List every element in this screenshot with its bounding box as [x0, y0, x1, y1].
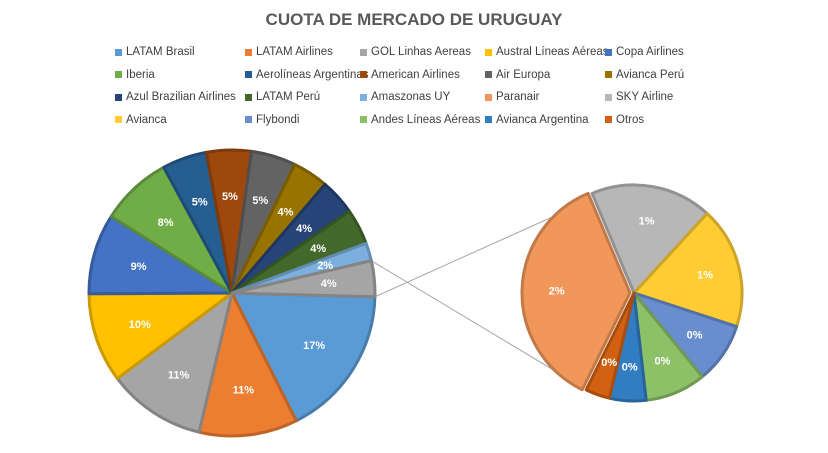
- main-pie-label-azul-brazilian-airlines: 4%: [296, 223, 312, 235]
- legend-label: Paranair: [496, 91, 540, 103]
- secondary-pie-label-flybondi: 0%: [687, 330, 703, 342]
- main-pie-slice-gol-linhas-aereas: [115, 291, 234, 434]
- legend-item-copa-airlines: Copa Airlines: [605, 44, 684, 60]
- legend-label: Avianca: [126, 113, 167, 126]
- legend-swatch: [360, 48, 367, 56]
- legend-swatch: [485, 93, 492, 101]
- legend-item-gol-linhas-aereas: GOL Linhas Aereas: [360, 44, 471, 60]
- legend-swatch: [605, 93, 612, 101]
- legend-item-sky-airline: SKY Airline: [605, 89, 673, 105]
- legend-swatch: [605, 71, 612, 78]
- main-pie-slice-latam-airlines: [197, 291, 298, 438]
- main-pie-label-copa-airlines: 9%: [131, 261, 147, 273]
- main-pie-label-iberia: 8%: [158, 217, 174, 229]
- main-pie-slice-other-secondary-pie: [230, 259, 377, 299]
- legend-item-otros: Otros: [605, 112, 644, 128]
- legend-swatch: [245, 93, 252, 101]
- legend-label: Austral Líneas Aéreas: [496, 46, 609, 58]
- legend-swatch: [115, 71, 122, 78]
- secondary-pie-slice-sky-airline: [590, 183, 709, 295]
- legend-swatch: [485, 116, 492, 123]
- main-pie-label-avianca-peru: 4%: [277, 207, 293, 219]
- legend-item-aerolineas-argentinas: Aerolíneas Argentinas: [245, 67, 369, 83]
- legend-label: American Airlines: [371, 68, 460, 81]
- legend-swatch: [605, 116, 612, 123]
- legend-label: Azul Brazilian Airlines: [126, 91, 236, 103]
- legend-item-latam-brasil: LATAM Brasil: [115, 44, 195, 60]
- legend-item-andes-lineas-aereas: Andes Líneas Aéreas: [360, 112, 480, 128]
- legend-label: GOL Linhas Aereas: [371, 46, 471, 58]
- secondary-pie-label-sky-airline: 1%: [639, 216, 655, 228]
- legend-swatch: [485, 71, 492, 78]
- main-pie-label-latam-brasil: 17%: [303, 340, 325, 352]
- legend-swatch: [115, 48, 122, 56]
- connector-line-top: [374, 212, 562, 298]
- legend-swatch: [360, 116, 367, 123]
- secondary-pie-label-paranair: 2%: [549, 286, 565, 298]
- legend-label: Andes Líneas Aéreas: [371, 113, 481, 126]
- legend-label: Amaszonas UY: [371, 91, 451, 103]
- legend-label: SKY Airline: [616, 91, 674, 103]
- legend-label: Avianca Argentina: [496, 113, 589, 126]
- chart-title: CUOTA DE MERCADO DE URUGUAY: [265, 10, 563, 29]
- legend-label: Avianca Perú: [616, 68, 685, 81]
- legend-item-azul-brazilian-airlines: Azul Brazilian Airlines: [115, 89, 236, 105]
- legend-swatch: [360, 71, 367, 78]
- main-pie-label-latam-airlines: 11%: [233, 385, 255, 397]
- legend-label: LATAM Airlines: [256, 46, 333, 58]
- secondary-pie-slice-avianca: [632, 212, 744, 329]
- secondary-pie-label-otros: 0%: [601, 357, 617, 369]
- legend-label: LATAM Perú: [256, 91, 321, 103]
- legend-item-avianca-argentina: Avianca Argentina: [485, 112, 589, 128]
- legend-swatch: [245, 71, 252, 78]
- legend-item-american-airlines: American Airlines: [360, 67, 460, 83]
- legend-label: Otros: [616, 113, 645, 126]
- chart-legend: LATAM Brasil LATAM Airlines GOL Linhas Aer…: [115, 44, 815, 134]
- legend-item-latam-airlines: LATAM Airlines: [245, 44, 333, 60]
- legend-swatch: [245, 116, 252, 123]
- main-pie-slice-latam-brasil: [230, 291, 377, 423]
- legend-label: LATAM Brasil: [126, 46, 195, 58]
- main-pie-label-gol-linhas-aereas: 11%: [168, 369, 190, 381]
- legend-swatch: [605, 48, 612, 56]
- legend-item-paranair: Paranair: [485, 89, 539, 105]
- legend-item-amaszonas-uy: Amaszonas UY: [360, 89, 450, 105]
- main-pie-slice-copa-airlines: [87, 214, 234, 296]
- legend-swatch: [115, 116, 122, 123]
- legend-swatch: [115, 93, 122, 101]
- legend-item-air-europa: Air Europa: [485, 67, 550, 83]
- main-pie-label-amaszonas-uy: 2%: [317, 260, 333, 272]
- main-pie-label-air-europa: 5%: [252, 195, 268, 207]
- main-pie-label-latam-peru: 4%: [310, 243, 326, 255]
- secondary-pie-label-avianca: 1%: [697, 269, 713, 281]
- main-pie-label-american-airlines: 5%: [222, 191, 238, 203]
- secondary-pie-slice-otros: [584, 291, 636, 400]
- legend-item-avianca-peru: Avianca Perú: [605, 67, 684, 83]
- legend-label: Iberia: [126, 68, 155, 81]
- main-pie-slice-austral-lineas-aereas: [87, 291, 234, 380]
- secondary-pie-label-avianca-argentina: 0%: [622, 361, 638, 373]
- legend-swatch: [360, 93, 367, 101]
- main-pie-label-aerolineas-argentinas: 5%: [192, 196, 208, 208]
- secondary-pie-slice-paranair: [520, 191, 632, 392]
- connector-line-bottom: [371, 260, 570, 381]
- legend-label: Air Europa: [496, 68, 551, 81]
- legend-item-avianca: Avianca: [115, 112, 167, 128]
- secondary-pie-label-andes-lineas-aereas: 0%: [655, 356, 671, 368]
- legend-label: Aerolíneas Argentinas: [256, 68, 369, 81]
- legend-item-iberia: Iberia: [115, 67, 155, 83]
- legend-item-latam-peru: LATAM Perú: [245, 89, 320, 105]
- legend-swatch: [485, 48, 492, 56]
- legend-item-flybondi: Flybondi: [245, 112, 299, 128]
- legend-label: Copa Airlines: [616, 46, 684, 58]
- main-pie-label-austral-lineas-aereas: 10%: [129, 319, 151, 331]
- legend-label: Flybondi: [256, 113, 300, 126]
- legend-swatch: [245, 48, 252, 56]
- legend-item-austral-lineas-aereas: Austral Líneas Aéreas: [485, 44, 609, 60]
- main-pie-label-other-secondary-pie: 4%: [321, 278, 337, 290]
